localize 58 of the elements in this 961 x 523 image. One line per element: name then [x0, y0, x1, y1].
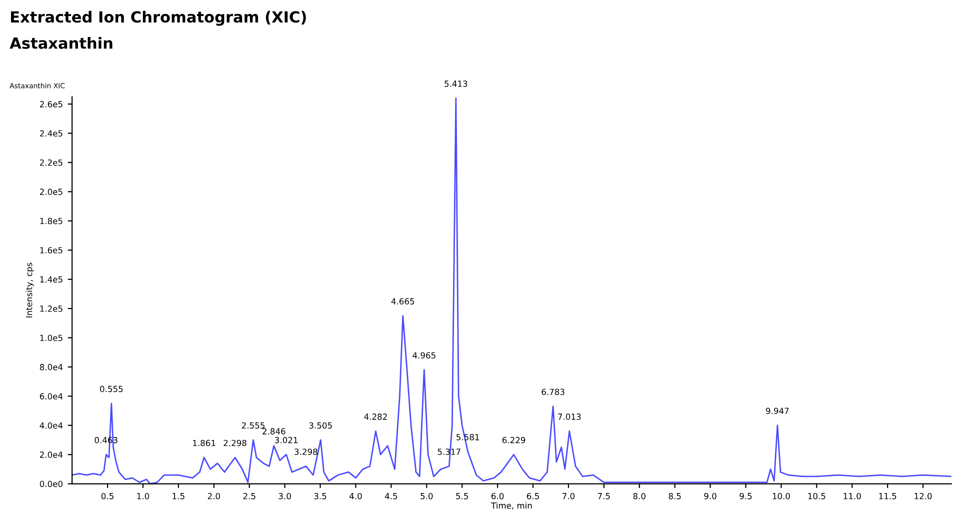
x-tick-label: 3.0 [278, 492, 291, 500]
y-tick-label: 1.4e5 [40, 276, 62, 283]
x-tick-label: 10.0 [772, 492, 790, 500]
annotation: 7.013 [558, 414, 581, 420]
annotation: 3.505 [309, 422, 332, 429]
annotation: 2.298 [224, 440, 246, 446]
x-tick-label: 10.5 [808, 492, 826, 500]
chart-subtitle: Astaxanthin [10, 37, 112, 49]
y-tick-label: 4.0e4 [40, 422, 63, 429]
y-tick-label: 6.0e4 [40, 393, 63, 400]
annotation: 4.665 [391, 298, 414, 304]
annotation: 6.229 [502, 436, 526, 444]
x-tick-label: 6.0 [492, 492, 504, 500]
annotation: 3.298 [294, 448, 318, 455]
y-tick-label: 1.2e5 [40, 306, 62, 312]
x-tick-label: 2.5 [243, 492, 256, 500]
annotation: 9.947 [766, 408, 789, 414]
y-tick-label: 2.4e5 [40, 130, 62, 137]
x-tick-label: 7.5 [598, 493, 610, 500]
x-tick-label: 5.5 [456, 493, 468, 500]
annotation: 2.555 [242, 422, 264, 429]
y-tick-label: 2.6e5 [40, 101, 62, 108]
y-tick-label: 2.2e5 [40, 159, 62, 166]
x-tick-label: 7.0 [562, 492, 575, 500]
annotation: 6.783 [542, 388, 564, 396]
annotation: 0.555 [100, 386, 123, 392]
y-tick-label: 8.0e4 [40, 364, 63, 370]
annotation: 2.846 [262, 428, 286, 434]
annotation: 3.021 [275, 436, 298, 444]
x-tick-label: 4.0 [350, 492, 362, 500]
x-tick-label: 2.0 [208, 492, 220, 500]
y-tick-label: 1.8e5 [40, 218, 62, 224]
x-tick-label: 11.5 [879, 493, 896, 500]
y-tick-label: 1.6e5 [40, 247, 62, 254]
chart-title: Extracted Ion Chromatogram (XIC) [11, 10, 306, 26]
x-tick-label: 4.5 [384, 493, 398, 500]
x-tick-label: 1.5 [172, 493, 184, 500]
y-tick-label: 1.0e5 [40, 334, 62, 342]
annotation: 4.282 [364, 414, 387, 420]
x-tick-label: 8.5 [668, 492, 681, 500]
y-axis-title: Intensity, cps [26, 262, 34, 318]
annotation: 5.413 [444, 80, 468, 87]
y-tick-label: 0.0e0 [40, 480, 62, 488]
y-tick-label: 2.0e4 [40, 452, 63, 458]
x-tick-label: 9.5 [740, 492, 752, 500]
annotation: 4.965 [412, 352, 436, 359]
annotation: 1.861 [193, 440, 216, 446]
x-tick-label: 3.5 [314, 492, 326, 500]
x-tick-label: 11.0 [844, 492, 861, 500]
x-tick-label: 1.0 [137, 492, 150, 500]
x-tick-label: 12.0 [914, 492, 932, 500]
x-tick-label: 6.5 [526, 492, 539, 500]
x-tick-label: 0.5 [101, 492, 114, 500]
x-axis-title: Time, min [491, 502, 532, 510]
x-tick-label: 9.0 [704, 492, 716, 500]
x-tick-label: 8.0 [633, 492, 646, 500]
x-tick-label: 5.0 [420, 492, 433, 500]
y-tick-label: 2.0e5 [40, 188, 62, 195]
